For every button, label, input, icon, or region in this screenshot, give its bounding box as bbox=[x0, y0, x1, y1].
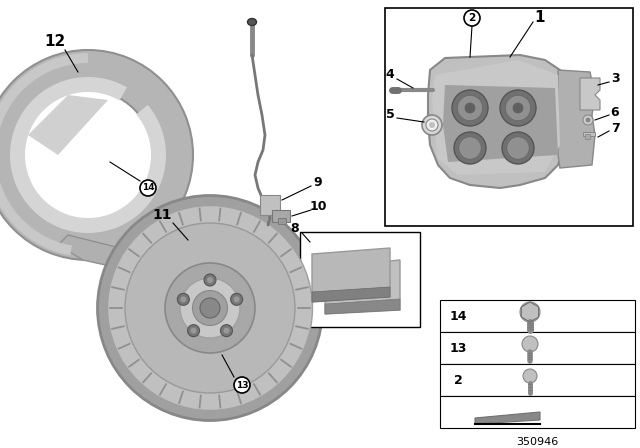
Polygon shape bbox=[260, 195, 280, 215]
Polygon shape bbox=[475, 412, 540, 424]
Polygon shape bbox=[28, 95, 108, 155]
Bar bbox=[300, 232, 420, 327]
Circle shape bbox=[223, 327, 230, 334]
Text: 7: 7 bbox=[611, 121, 620, 134]
Bar bbox=[440, 300, 635, 332]
Circle shape bbox=[140, 180, 156, 196]
Circle shape bbox=[586, 117, 591, 122]
Text: 13: 13 bbox=[236, 380, 248, 389]
Text: 8: 8 bbox=[291, 221, 300, 234]
Circle shape bbox=[459, 137, 481, 159]
Circle shape bbox=[464, 10, 480, 26]
Text: 5: 5 bbox=[386, 108, 394, 121]
Ellipse shape bbox=[125, 223, 295, 393]
Polygon shape bbox=[312, 248, 390, 302]
Text: 1: 1 bbox=[535, 10, 545, 26]
Circle shape bbox=[454, 132, 486, 164]
Ellipse shape bbox=[180, 278, 240, 338]
Circle shape bbox=[465, 103, 476, 113]
Polygon shape bbox=[428, 55, 568, 188]
Ellipse shape bbox=[248, 18, 257, 26]
Circle shape bbox=[458, 95, 483, 121]
Wedge shape bbox=[0, 50, 193, 260]
Ellipse shape bbox=[426, 119, 438, 131]
Circle shape bbox=[207, 277, 213, 283]
Text: 13: 13 bbox=[449, 341, 467, 354]
Circle shape bbox=[204, 274, 216, 286]
Text: 4: 4 bbox=[386, 69, 394, 82]
Circle shape bbox=[513, 103, 524, 113]
Polygon shape bbox=[312, 287, 390, 302]
Ellipse shape bbox=[97, 195, 323, 421]
Text: 2: 2 bbox=[454, 374, 462, 387]
Circle shape bbox=[180, 296, 186, 302]
Circle shape bbox=[523, 369, 537, 383]
Circle shape bbox=[220, 325, 232, 336]
Circle shape bbox=[188, 325, 200, 336]
Circle shape bbox=[502, 132, 534, 164]
Ellipse shape bbox=[422, 115, 442, 135]
Text: 6: 6 bbox=[611, 105, 620, 119]
Polygon shape bbox=[432, 60, 560, 175]
Polygon shape bbox=[325, 299, 400, 314]
Bar bbox=[583, 132, 595, 136]
Ellipse shape bbox=[108, 206, 312, 410]
Circle shape bbox=[191, 327, 196, 334]
Bar bbox=[278, 218, 286, 224]
Text: 12: 12 bbox=[44, 34, 66, 49]
Circle shape bbox=[507, 137, 529, 159]
Ellipse shape bbox=[200, 298, 220, 318]
Polygon shape bbox=[443, 85, 558, 162]
Ellipse shape bbox=[193, 290, 227, 326]
Polygon shape bbox=[58, 235, 143, 270]
Ellipse shape bbox=[165, 263, 255, 353]
Text: 3: 3 bbox=[611, 72, 620, 85]
Circle shape bbox=[234, 296, 239, 302]
Text: 14: 14 bbox=[449, 310, 467, 323]
Polygon shape bbox=[272, 210, 290, 222]
Circle shape bbox=[230, 293, 243, 306]
Wedge shape bbox=[0, 53, 88, 255]
Bar bbox=[385, 8, 633, 226]
Text: 350946: 350946 bbox=[516, 437, 558, 447]
Text: 10: 10 bbox=[309, 201, 327, 214]
Text: 14: 14 bbox=[141, 184, 154, 193]
Polygon shape bbox=[558, 70, 595, 168]
Circle shape bbox=[520, 302, 540, 322]
Circle shape bbox=[500, 90, 536, 126]
Circle shape bbox=[522, 336, 538, 352]
Ellipse shape bbox=[429, 122, 435, 128]
Text: 2: 2 bbox=[468, 13, 476, 23]
Circle shape bbox=[583, 115, 593, 125]
Bar bbox=[585, 134, 590, 139]
Wedge shape bbox=[10, 77, 166, 233]
Polygon shape bbox=[325, 260, 400, 314]
Bar bbox=[440, 332, 635, 364]
Circle shape bbox=[452, 90, 488, 126]
Bar bbox=[440, 396, 635, 428]
Circle shape bbox=[234, 377, 250, 393]
Text: 11: 11 bbox=[152, 208, 172, 222]
Text: 9: 9 bbox=[314, 177, 323, 190]
Polygon shape bbox=[580, 78, 600, 110]
Circle shape bbox=[506, 95, 531, 121]
Circle shape bbox=[177, 293, 189, 306]
Bar bbox=[440, 364, 635, 396]
